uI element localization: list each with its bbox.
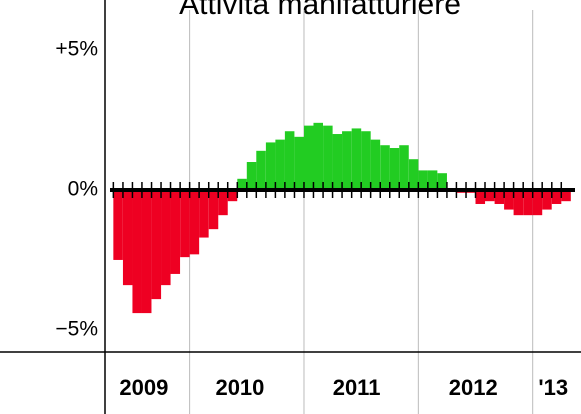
bar bbox=[475, 189, 486, 204]
bar bbox=[227, 189, 238, 202]
x-tick-label: 2009 bbox=[119, 375, 168, 400]
bar bbox=[542, 189, 552, 210]
bar bbox=[218, 189, 228, 216]
bar bbox=[361, 131, 371, 190]
bar bbox=[427, 170, 438, 190]
bar bbox=[294, 136, 305, 190]
bar bbox=[494, 189, 505, 204]
bar bbox=[332, 134, 343, 190]
bar bbox=[237, 178, 247, 190]
bar bbox=[151, 189, 162, 300]
chart-title: Attività manifatturiere bbox=[179, 0, 461, 21]
x-tick-label: 2011 bbox=[333, 375, 381, 400]
bar bbox=[199, 189, 209, 238]
bar bbox=[351, 128, 362, 190]
bar bbox=[504, 189, 514, 210]
bar bbox=[132, 189, 142, 314]
bar bbox=[180, 189, 190, 258]
bar bbox=[561, 189, 571, 202]
bar bbox=[256, 150, 266, 190]
bar bbox=[399, 145, 409, 190]
bar bbox=[513, 189, 524, 216]
bar bbox=[342, 131, 352, 190]
bar bbox=[313, 122, 323, 190]
bar bbox=[532, 189, 543, 216]
bar bbox=[389, 148, 400, 190]
bar bbox=[113, 189, 123, 260]
bar bbox=[122, 189, 133, 286]
bar bbox=[141, 189, 152, 314]
x-tick-label: '13 bbox=[538, 375, 568, 400]
bar bbox=[380, 145, 390, 190]
bar bbox=[418, 170, 428, 190]
bar bbox=[208, 189, 219, 230]
y-tick-label: +5% bbox=[55, 38, 98, 61]
bar bbox=[275, 139, 285, 190]
bar bbox=[370, 139, 381, 190]
bar bbox=[408, 159, 419, 190]
x-tick-label: 2012 bbox=[449, 375, 498, 400]
bar bbox=[437, 173, 447, 190]
bar bbox=[485, 189, 495, 202]
bar bbox=[303, 125, 314, 190]
bar bbox=[170, 189, 181, 274]
x-tick-label: 2010 bbox=[215, 375, 264, 400]
y-tick-label: 0% bbox=[68, 178, 98, 201]
bar bbox=[284, 131, 295, 190]
bar bbox=[265, 142, 276, 190]
y-tick-label: −5% bbox=[55, 317, 98, 340]
bar bbox=[246, 162, 257, 190]
bar bbox=[551, 189, 562, 204]
bar bbox=[189, 189, 200, 255]
bar bbox=[323, 125, 333, 190]
bar bbox=[161, 189, 171, 286]
bar bbox=[523, 189, 533, 216]
